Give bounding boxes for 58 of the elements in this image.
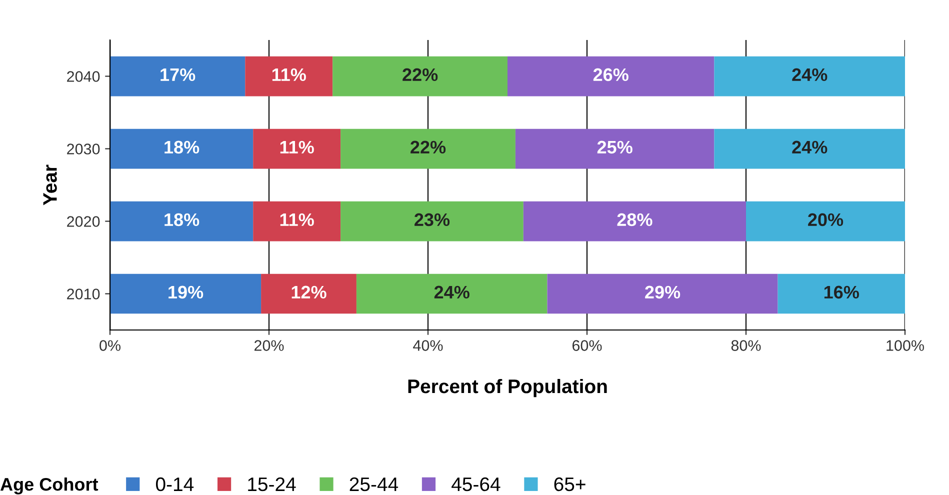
x-axis-title: Percent of Population [408,378,607,398]
data-label: 24% [434,286,470,299]
data-label: 29% [645,286,680,299]
data-label: 11% [272,68,306,82]
data-label: 18% [164,140,200,154]
y-axis-title: Year [43,164,57,206]
bar [340,128,516,169]
legend-label: 65+ [554,477,586,492]
bar [110,201,254,242]
data-label: 18% [164,213,200,226]
bar [253,128,341,169]
bar [714,128,905,169]
data-label: 26% [593,68,628,82]
bar [778,274,905,314]
data-label: 22% [410,140,446,154]
bar [261,274,356,314]
data-label: 17% [160,68,196,82]
legend-label: 15-24 [248,477,296,492]
y-tick-label: 2010 [67,288,100,300]
data-label: 24% [792,68,828,82]
data-label: 16% [824,286,859,299]
legend-title: Age Cohort [0,477,98,494]
x-tick-label: 0% [100,340,120,351]
bar [547,274,778,314]
legend-label: 45-64 [452,477,500,492]
data-label: 24% [792,140,828,154]
bar [523,201,746,242]
bar [110,274,262,314]
data-label: 12% [292,286,326,299]
x-tick-label: 20% [254,340,284,351]
legend-label: 0-14 [156,477,194,492]
data-label: 23% [414,213,450,226]
x-tick-label: 100% [886,340,924,351]
data-label: 22% [402,68,438,82]
data-label: 11% [280,213,314,226]
bar [110,56,246,96]
bar [356,274,548,314]
x-tick-label: 60% [572,340,602,351]
bar [332,56,508,96]
legend-label: 25-44 [350,477,398,492]
y-tick-label: 2030 [67,144,100,154]
x-tick-label: 40% [413,340,443,351]
bar [340,201,524,242]
bar [746,201,905,242]
data-label: 20% [808,213,844,226]
bar [515,128,714,169]
data-label: 11% [280,140,314,154]
bar [245,56,333,96]
y-tick-label: 2040 [67,71,100,82]
data-label: 19% [168,286,204,299]
bar [508,56,714,96]
data-label: 25% [597,140,632,154]
bar [253,201,341,242]
bar [714,56,905,96]
bar [110,128,254,169]
data-label: 28% [617,213,652,226]
y-tick-label: 2020 [67,216,100,227]
x-tick-label: 80% [731,340,761,351]
